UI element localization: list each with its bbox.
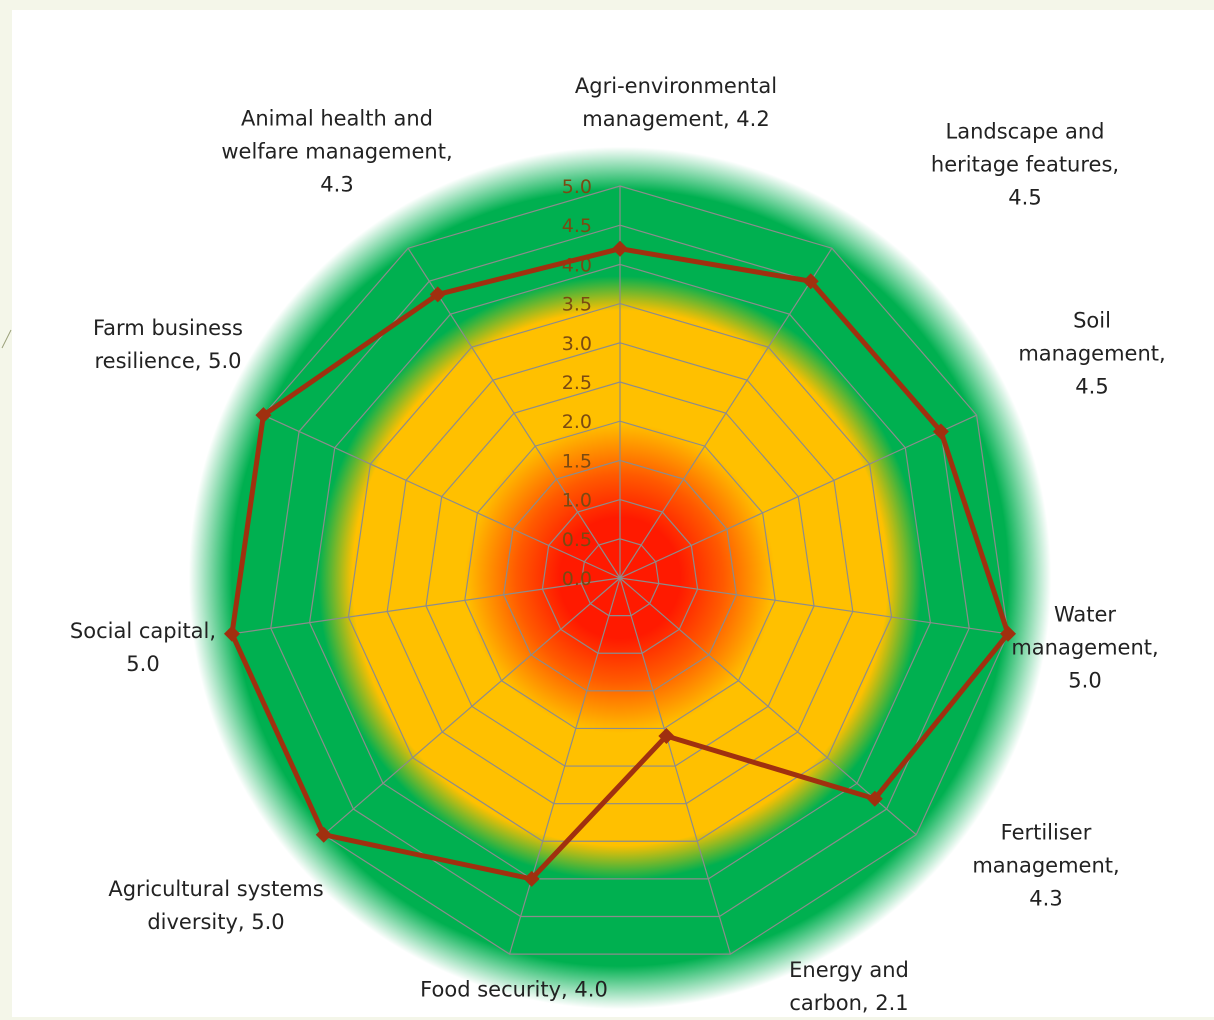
- tick-label-1.5: 1.5: [562, 450, 592, 472]
- tick-label-0.0: 0.0: [562, 568, 592, 590]
- tick-label-3.5: 3.5: [562, 294, 592, 316]
- tick-label-4.5: 4.5: [562, 215, 592, 237]
- tick-label-2.0: 2.0: [562, 411, 592, 433]
- tick-label-3.0: 3.0: [562, 333, 592, 355]
- tick-label-5.0: 5.0: [562, 176, 592, 198]
- tick-label-2.5: 2.5: [562, 372, 592, 394]
- tick-label-0.5: 0.5: [562, 529, 592, 551]
- tick-label-1.0: 1.0: [562, 490, 592, 512]
